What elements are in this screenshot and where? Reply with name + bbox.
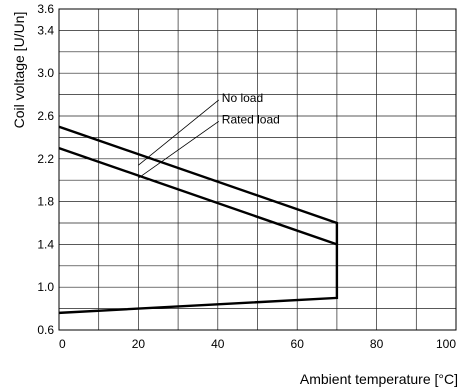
- x-tick-label: 80: [370, 337, 384, 351]
- y-tick-label: 2.2: [37, 152, 54, 166]
- y-tick-label: 1.8: [37, 195, 54, 209]
- y-tick-label: 3.4: [37, 23, 54, 37]
- x-tick-label: 60: [291, 337, 305, 351]
- y-tick-label: 3.0: [37, 66, 54, 80]
- x-tick-label: 100: [436, 337, 456, 351]
- series-line-0: [58, 125, 339, 245]
- y-tick-label: 1.0: [37, 280, 54, 294]
- annotation-label: No load: [222, 91, 263, 105]
- annotation-leader-line: [138, 99, 220, 166]
- x-tick-label: 40: [211, 337, 225, 351]
- series-lines: [58, 125, 339, 315]
- y-tick-label: 3.6: [37, 2, 54, 16]
- y-tick-label: 2.6: [37, 109, 54, 123]
- annotation-leader-line: [138, 120, 220, 179]
- plot-frame: [58, 8, 457, 331]
- series-line-1: [58, 146, 339, 315]
- y-axis-title: Coil voltage [U/Un]: [11, 12, 27, 129]
- x-tick-label: 0: [59, 337, 66, 351]
- x-tick-label: 20: [132, 337, 146, 351]
- annotations: No load Rated load: [138, 91, 280, 179]
- y-tick-label: 0.6: [37, 323, 54, 337]
- grid: [58, 8, 457, 331]
- y-tick-label: 1.4: [37, 237, 54, 251]
- annotation-label: Rated load: [222, 112, 280, 126]
- tick-labels: 0 20 40 60 80 100 0.6 1.0 1.4 1.8 2.2 2.6 3.0 3.4 3.6: [37, 2, 456, 351]
- x-axis-title: Ambient temperature [°C]: [300, 371, 458, 387]
